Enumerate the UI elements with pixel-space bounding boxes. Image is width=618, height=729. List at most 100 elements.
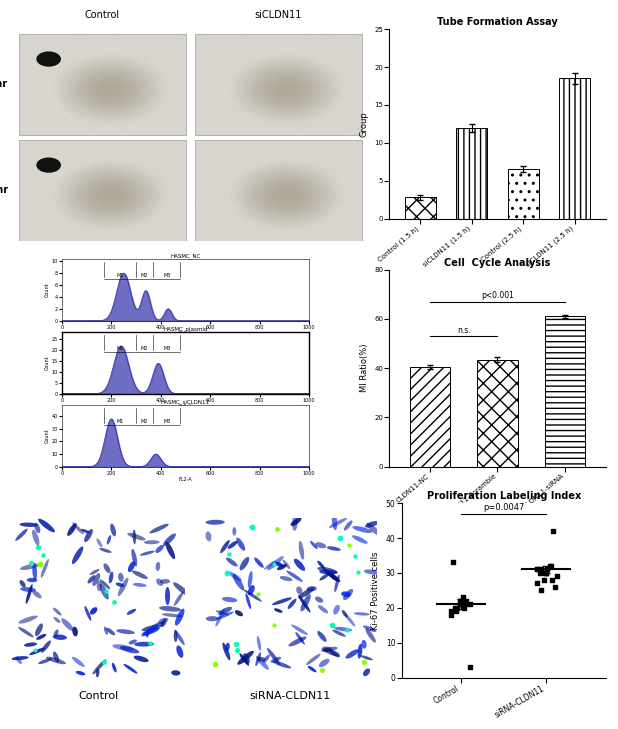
Point [224,549,234,561]
Ellipse shape [329,650,340,658]
Ellipse shape [118,573,124,582]
Ellipse shape [161,618,167,627]
Ellipse shape [342,610,348,617]
Ellipse shape [32,529,40,546]
Ellipse shape [20,523,38,527]
Circle shape [108,87,114,91]
Ellipse shape [319,570,338,574]
Point [269,620,279,631]
Ellipse shape [333,605,340,615]
Ellipse shape [141,626,158,636]
Ellipse shape [226,643,230,651]
Ellipse shape [362,640,366,649]
Circle shape [268,184,305,207]
Text: Control: Control [78,691,119,701]
Ellipse shape [273,660,291,668]
Ellipse shape [360,655,373,660]
Point [541,567,551,579]
Ellipse shape [116,629,135,634]
Ellipse shape [88,575,96,583]
Ellipse shape [216,612,234,620]
Ellipse shape [287,599,297,609]
Ellipse shape [156,579,163,586]
Ellipse shape [323,648,340,656]
Point [531,577,541,589]
Point [210,658,220,670]
Circle shape [279,85,294,93]
Circle shape [73,66,148,112]
Ellipse shape [143,628,159,635]
Point [542,564,552,575]
Circle shape [36,51,61,67]
Ellipse shape [171,670,180,676]
Ellipse shape [334,574,340,592]
Ellipse shape [332,512,337,530]
Point [552,571,562,582]
Ellipse shape [315,542,326,548]
Ellipse shape [90,569,99,575]
Ellipse shape [106,628,115,636]
Ellipse shape [294,558,305,571]
Ellipse shape [243,590,262,601]
Ellipse shape [96,539,103,547]
Ellipse shape [365,521,379,528]
Y-axis label: MI Ratio(%): MI Ratio(%) [360,344,368,392]
Ellipse shape [99,584,109,599]
Ellipse shape [72,657,85,667]
Ellipse shape [255,652,261,666]
Text: siCLDN11: siCLDN11 [255,9,302,20]
Point [451,606,461,617]
Circle shape [279,191,294,200]
Text: M1: M1 [116,418,124,424]
Bar [545,316,585,467]
Ellipse shape [84,529,93,542]
Ellipse shape [134,642,154,647]
Ellipse shape [220,540,230,553]
Ellipse shape [35,623,43,636]
Ellipse shape [110,523,116,537]
Circle shape [96,80,125,98]
Circle shape [230,160,344,230]
Ellipse shape [282,560,290,569]
Ellipse shape [150,621,164,631]
Ellipse shape [20,587,36,592]
Circle shape [99,189,122,202]
Point [536,585,546,596]
Ellipse shape [92,659,106,674]
Ellipse shape [296,586,303,595]
Ellipse shape [162,613,183,617]
Ellipse shape [174,592,184,606]
Bar [405,198,436,219]
Ellipse shape [243,653,250,664]
Point [536,564,546,575]
Circle shape [103,191,117,200]
Circle shape [261,179,313,211]
Ellipse shape [25,584,33,604]
Title: HASMC_plasmid: HASMC_plasmid [163,326,208,332]
Point [342,624,352,636]
X-axis label: Group: Group [485,523,510,533]
Circle shape [238,165,336,226]
Point [232,644,242,656]
Ellipse shape [166,542,175,559]
Point [457,595,467,607]
Ellipse shape [99,548,112,553]
Point [535,567,545,579]
Ellipse shape [150,523,169,534]
Ellipse shape [142,625,159,631]
Ellipse shape [93,573,100,586]
Point [550,581,560,593]
Text: Control: Control [85,9,120,20]
Point [452,602,462,614]
Ellipse shape [257,657,266,661]
Title: Proliferation Labeling Index: Proliferation Labeling Index [426,491,581,501]
Ellipse shape [165,587,170,605]
Ellipse shape [163,534,176,546]
Ellipse shape [274,608,282,613]
Point [457,599,467,610]
Circle shape [77,69,145,110]
Ellipse shape [298,541,304,560]
Point [540,567,550,579]
Ellipse shape [38,658,53,664]
Ellipse shape [133,529,136,545]
